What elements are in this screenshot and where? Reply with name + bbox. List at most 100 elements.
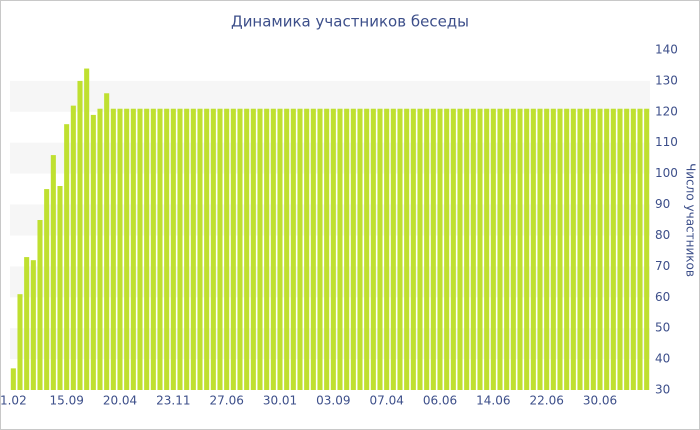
bar — [304, 108, 310, 391]
bar — [444, 108, 450, 391]
bar — [224, 108, 230, 391]
bar — [344, 108, 350, 391]
bar — [597, 108, 603, 391]
y-tick-label: 100 — [655, 166, 678, 180]
chart-title: Динамика участников беседы — [231, 13, 469, 31]
y-tick-label: 50 — [655, 321, 670, 335]
y-tick-label: 110 — [655, 135, 678, 149]
bar — [17, 294, 23, 390]
bar — [630, 108, 636, 391]
bar — [84, 68, 90, 390]
bar — [337, 108, 343, 391]
bar — [610, 108, 616, 391]
bar — [144, 108, 150, 391]
bar — [437, 108, 443, 391]
bar — [537, 108, 543, 391]
bar — [24, 257, 30, 390]
bar — [430, 108, 436, 391]
y-tick-label: 90 — [655, 197, 670, 211]
bar — [50, 155, 56, 390]
y-tick-label: 60 — [655, 290, 670, 304]
bar — [110, 108, 116, 391]
bar — [284, 108, 290, 391]
x-tick-label: 06.06 — [423, 394, 457, 408]
y-tick-label: 80 — [655, 228, 670, 242]
y-tick-label: 140 — [655, 43, 678, 57]
bar — [64, 124, 70, 390]
bar — [564, 108, 570, 391]
bar — [150, 108, 156, 391]
bar — [517, 108, 523, 391]
bar — [544, 108, 550, 391]
y-tick-label: 40 — [655, 352, 670, 366]
bar — [10, 368, 16, 390]
y-tick-label: 30 — [655, 383, 670, 397]
bar — [617, 108, 623, 391]
bar — [117, 108, 123, 391]
bar — [70, 105, 76, 391]
bar — [57, 186, 63, 390]
bar — [410, 108, 416, 391]
bar — [490, 108, 496, 391]
grid-band — [10, 204, 650, 236]
bar — [484, 108, 490, 391]
bar — [130, 108, 136, 391]
x-tick-label: 20.04 — [103, 394, 137, 408]
bar — [457, 108, 463, 391]
bar — [497, 108, 503, 391]
grid-band — [10, 80, 650, 112]
x-tick-label: 30.06 — [583, 394, 617, 408]
bar — [170, 108, 176, 391]
bar — [584, 108, 590, 391]
bar — [157, 108, 163, 391]
bar — [530, 108, 536, 391]
grid-bands — [10, 80, 650, 360]
bar — [357, 108, 363, 391]
x-tick-label: 22.06 — [529, 394, 563, 408]
bar — [297, 108, 303, 391]
bar — [104, 93, 110, 390]
x-tick-label: 07.04 — [369, 394, 403, 408]
bar — [404, 108, 410, 391]
bar — [570, 108, 576, 391]
bar — [550, 108, 556, 391]
bar — [377, 108, 383, 391]
x-tick-label: 14.06 — [476, 394, 510, 408]
bar — [524, 108, 530, 391]
bar — [417, 108, 423, 391]
bar — [590, 108, 596, 391]
bar — [464, 108, 470, 391]
bar — [557, 108, 563, 391]
grid-band — [10, 142, 650, 174]
bar — [90, 114, 96, 390]
bar — [250, 108, 256, 391]
bar — [77, 80, 83, 390]
bar — [330, 108, 336, 391]
bar — [424, 108, 430, 391]
bar — [217, 108, 223, 391]
bar — [190, 108, 196, 391]
bar — [204, 108, 210, 391]
x-tick-label: 03.09 — [316, 394, 350, 408]
bar — [604, 108, 610, 391]
bar — [577, 108, 583, 391]
bar — [384, 108, 390, 391]
x-tick-label: 15.09 — [49, 394, 83, 408]
bar — [30, 260, 36, 390]
bar — [510, 108, 516, 391]
y-tick-label: 70 — [655, 259, 670, 273]
bar — [237, 108, 243, 391]
bar — [137, 108, 143, 391]
bar — [44, 189, 50, 390]
bar — [350, 108, 356, 391]
bar — [270, 108, 276, 391]
bar — [37, 220, 43, 390]
y-tick-label: 120 — [655, 104, 678, 118]
bar — [97, 108, 103, 391]
bar — [624, 108, 630, 391]
x-tick-label: 30.01 — [263, 394, 297, 408]
bar — [477, 108, 483, 391]
bar — [390, 108, 396, 391]
